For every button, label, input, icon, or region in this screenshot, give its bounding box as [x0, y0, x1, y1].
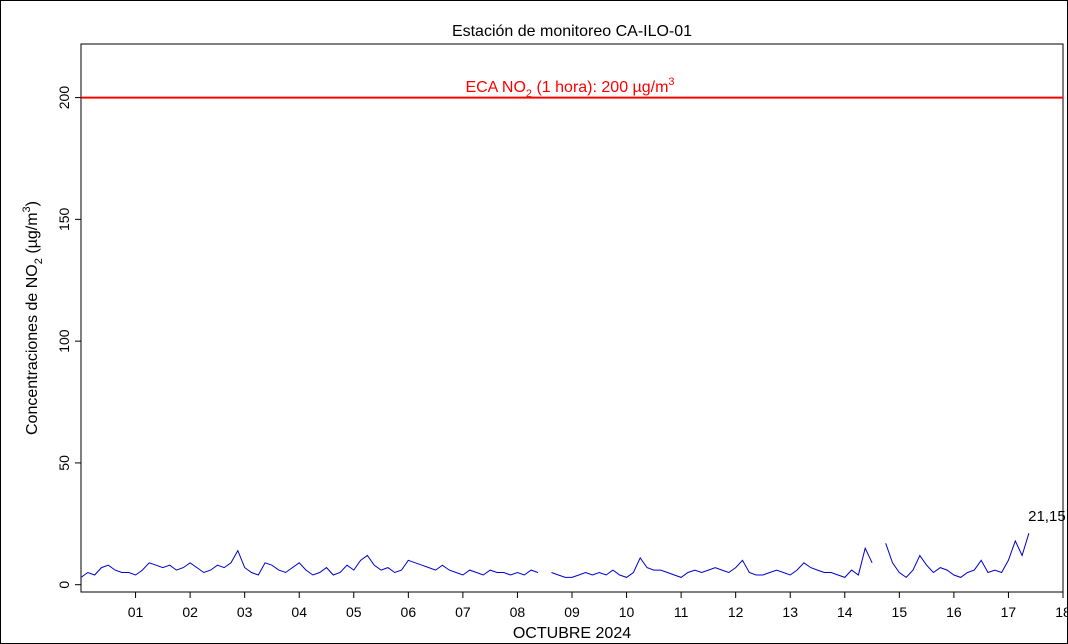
series-line [80, 533, 1030, 579]
x-tick-label: 07 [455, 604, 471, 620]
x-tick-label: 15 [892, 604, 908, 620]
x-tick-label: 14 [837, 604, 853, 620]
y-axis-label: Concentraciones de NO2 (µg/m3) [21, 201, 45, 435]
x-tick-label: 11 [674, 604, 689, 620]
x-tick-label: 08 [510, 604, 526, 620]
x-tick-label: 02 [182, 604, 198, 620]
x-tick-label: 05 [346, 604, 362, 620]
x-tick-label: 04 [291, 604, 307, 620]
hline-label-part: ECA NO [465, 79, 525, 96]
y-tick-label: 50 [56, 455, 72, 471]
data-label: 21,15 [1028, 508, 1066, 525]
y-label-part: (µg/m [24, 212, 41, 258]
hline-label-part: (1 hora): 200 µg/m [532, 79, 668, 96]
x-tick-label: 01 [128, 604, 144, 620]
x-tick-label: 17 [1001, 604, 1017, 620]
x-tick-label: 10 [619, 604, 635, 620]
y-label-sub: 2 [33, 258, 45, 264]
x-tick-label: 18 [1055, 604, 1068, 620]
x-tick-label: 09 [564, 604, 580, 620]
hline-label: ECA NO2 (1 hora): 200 µg/m3 [465, 76, 674, 100]
x-tick-label: 03 [237, 604, 253, 620]
x-tick-label: 06 [401, 604, 417, 620]
y-tick-label: 0 [56, 581, 72, 589]
x-axis-label: OCTUBRE 2024 [513, 625, 631, 642]
x-tick-label: 13 [782, 604, 798, 620]
hline-label-sup: 3 [668, 76, 674, 88]
y-tick-label: 200 [56, 86, 72, 110]
hline-label-sub: 2 [526, 88, 532, 100]
x-tick-label: 16 [946, 604, 962, 620]
y-label-part: Concentraciones de NO [24, 264, 41, 435]
y-tick-label: 100 [56, 329, 72, 353]
y-label-part: ) [24, 201, 41, 206]
plot-frame [80, 43, 1064, 593]
x-tick-label: 12 [728, 604, 744, 620]
y-label-sup: 3 [21, 206, 33, 212]
chart-title: Estación de monitoreo CA-ILO-01 [452, 23, 692, 40]
y-tick-label: 150 [56, 207, 72, 231]
